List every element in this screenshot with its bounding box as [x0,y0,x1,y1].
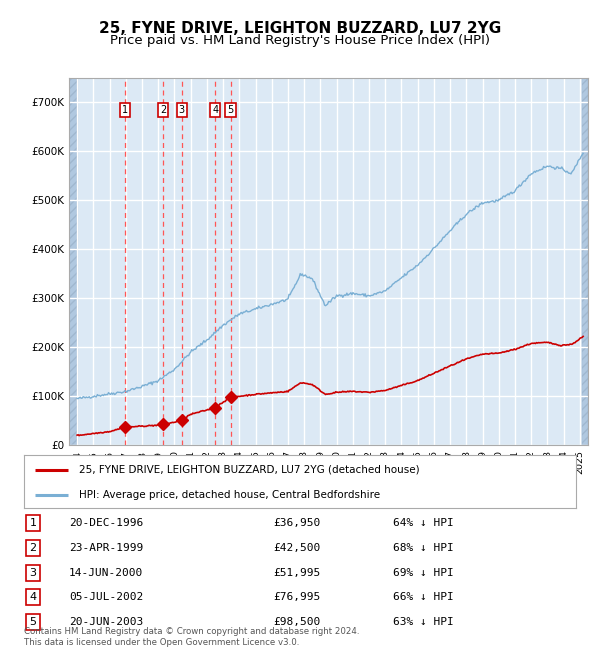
Text: 68% ↓ HPI: 68% ↓ HPI [393,543,454,553]
Text: HPI: Average price, detached house, Central Bedfordshire: HPI: Average price, detached house, Cent… [79,490,380,500]
Text: 5: 5 [227,105,234,115]
Text: 3: 3 [29,567,37,578]
Text: £51,995: £51,995 [273,567,320,578]
Text: 1: 1 [29,518,37,528]
Text: 1: 1 [122,105,128,115]
Text: 25, FYNE DRIVE, LEIGHTON BUZZARD, LU7 2YG: 25, FYNE DRIVE, LEIGHTON BUZZARD, LU7 2Y… [99,21,501,36]
Text: Price paid vs. HM Land Registry's House Price Index (HPI): Price paid vs. HM Land Registry's House … [110,34,490,47]
Text: £36,950: £36,950 [273,518,320,528]
Text: 20-DEC-1996: 20-DEC-1996 [69,518,143,528]
Text: 3: 3 [179,105,185,115]
Text: 23-APR-1999: 23-APR-1999 [69,543,143,553]
Text: 4: 4 [29,592,37,603]
Text: £98,500: £98,500 [273,617,320,627]
Text: 4: 4 [212,105,218,115]
Text: 5: 5 [29,617,37,627]
Text: 66% ↓ HPI: 66% ↓ HPI [393,592,454,603]
Text: 05-JUL-2002: 05-JUL-2002 [69,592,143,603]
Text: 14-JUN-2000: 14-JUN-2000 [69,567,143,578]
Text: 20-JUN-2003: 20-JUN-2003 [69,617,143,627]
Text: 64% ↓ HPI: 64% ↓ HPI [393,518,454,528]
Text: 2: 2 [29,543,37,553]
Text: 2: 2 [160,105,166,115]
Text: 69% ↓ HPI: 69% ↓ HPI [393,567,454,578]
Text: 63% ↓ HPI: 63% ↓ HPI [393,617,454,627]
Text: £42,500: £42,500 [273,543,320,553]
Text: £76,995: £76,995 [273,592,320,603]
Text: Contains HM Land Registry data © Crown copyright and database right 2024.
This d: Contains HM Land Registry data © Crown c… [24,627,359,647]
Text: 25, FYNE DRIVE, LEIGHTON BUZZARD, LU7 2YG (detached house): 25, FYNE DRIVE, LEIGHTON BUZZARD, LU7 2Y… [79,465,420,475]
